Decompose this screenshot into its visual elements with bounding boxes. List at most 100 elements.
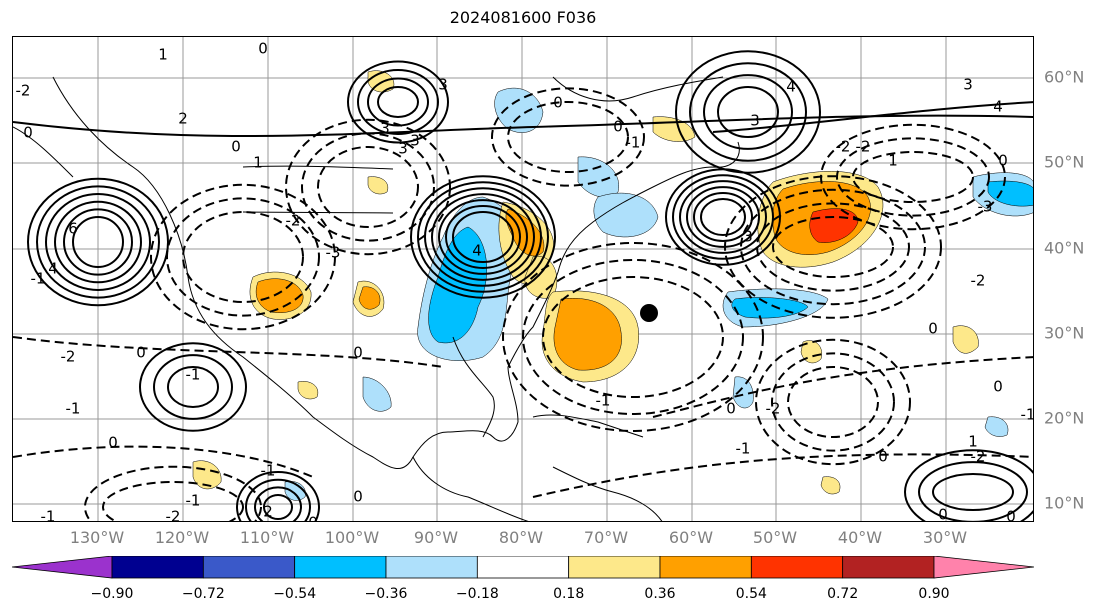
- contour-line: [675, 50, 821, 174]
- contour-line: [102, 481, 244, 521]
- contour-label: 0: [136, 344, 146, 362]
- colorbar-extend-max: [933, 556, 1034, 579]
- colorbar-tick-label: 0.54: [735, 586, 767, 602]
- contour-label: 3: [410, 132, 420, 150]
- contour-line: [686, 186, 760, 248]
- contour-label: -2: [856, 138, 871, 156]
- anomaly-patch: [362, 376, 392, 412]
- contour-line: [377, 86, 419, 118]
- contour-line: [431, 193, 535, 281]
- colorbar-segment: [385, 556, 478, 579]
- contour-label: 0: [353, 344, 363, 362]
- contour-label: 3: [750, 112, 760, 130]
- contour-line: [772, 216, 894, 278]
- longitude-label: 100°W: [324, 528, 380, 547]
- contour-label: 0: [1006, 508, 1016, 523]
- contour-line: [712, 101, 1033, 133]
- contour-line: [236, 471, 320, 521]
- contour-line: [139, 342, 247, 432]
- anomaly-patch: [984, 416, 1009, 437]
- contour-label: 0: [353, 488, 363, 506]
- coastline: [552, 466, 663, 521]
- contour-line: [357, 69, 439, 135]
- contour-line: [84, 465, 262, 521]
- contour-line: [13, 336, 444, 368]
- colorbar-segment: [202, 556, 296, 579]
- contour-label: 4: [786, 78, 796, 96]
- colorbar-segment: [842, 556, 935, 579]
- contour-line: [502, 242, 764, 432]
- contour-label: -1: [31, 270, 46, 288]
- anomaly-patch: [652, 116, 696, 142]
- colorbar-segment: [476, 556, 570, 579]
- anomaly-shading: [192, 70, 1033, 501]
- contour-label: -2: [166, 508, 181, 523]
- latitude-label: 10°N: [1044, 493, 1085, 513]
- longitude-label: 80°W: [498, 528, 544, 547]
- colorbar-tick-label: 0.72: [827, 586, 859, 602]
- contour-line: [445, 205, 521, 269]
- latitude-label: 60°N: [1044, 67, 1085, 87]
- anomaly-patch: [358, 286, 381, 310]
- contour-line: [693, 192, 753, 242]
- contour-line: [507, 101, 629, 173]
- map-panel: 0 1 2 6 4 1 0 -2 -3 3 4 3 3 4 3 4 -2 -2 1 0 -2 -3 -2 -1 -1 0 0 0 0 -1…: [12, 36, 1034, 522]
- contour-label: 0: [993, 378, 1003, 396]
- contour-label: 0: [613, 118, 623, 136]
- colorbar-tick-label: 0.18: [553, 586, 585, 602]
- longitude-label: 110°W: [239, 528, 295, 547]
- contour-line: [787, 366, 879, 438]
- longitude-label: 30°W: [922, 528, 968, 547]
- contour-line: [542, 276, 724, 398]
- longitude-label: 120°W: [154, 528, 210, 547]
- contour-label: -1: [186, 492, 201, 510]
- contour-label: -2: [971, 272, 986, 290]
- contour-label: 3: [963, 76, 973, 94]
- contour-label: 2: [263, 503, 273, 521]
- coastline: [452, 336, 495, 438]
- longitude-label: 70°W: [583, 528, 629, 547]
- contour-label: -3: [326, 244, 341, 262]
- contour-label: 6: [68, 220, 78, 238]
- contour-label: -1: [1021, 406, 1034, 424]
- coastline: [552, 76, 724, 102]
- contour-line: [317, 146, 419, 228]
- contour-line: [700, 198, 746, 236]
- anomaly-patch: [367, 176, 389, 195]
- contour-label: -1: [41, 508, 56, 523]
- contour-label: 0: [998, 152, 1008, 170]
- contour-line: [740, 188, 926, 306]
- anomaly-patch: [577, 156, 620, 198]
- contour-line: [755, 338, 911, 466]
- colorbar-segment: [659, 556, 752, 579]
- contour-label: -2: [766, 400, 781, 418]
- contour-line: [150, 183, 336, 331]
- contour-label: 0: [258, 40, 268, 58]
- contour-label: -2: [971, 448, 986, 466]
- anomaly-patch: [255, 278, 304, 313]
- contour-label: 0: [938, 506, 948, 523]
- coastline: [532, 414, 644, 438]
- contour-line: [54, 200, 142, 284]
- contour-label: 3: [398, 140, 408, 158]
- contour-line: [63, 208, 133, 276]
- colorbar-tick-label: −0.54: [273, 586, 317, 602]
- contour-line: [522, 259, 744, 415]
- contour-line: [72, 216, 124, 268]
- colorbar-tick-label: 0.36: [644, 586, 676, 602]
- latitude-label: 20°N: [1044, 408, 1085, 428]
- anomaly-patch: [952, 325, 979, 354]
- contour-lines: [13, 50, 1033, 521]
- contour-line: [27, 177, 169, 307]
- contour-label: -3: [978, 198, 993, 216]
- colorbar-segment: [111, 556, 204, 579]
- anomaly-patch: [494, 87, 544, 133]
- contour-label: 4: [993, 98, 1003, 116]
- contour-line: [820, 123, 1006, 231]
- contour-line: [717, 86, 779, 138]
- contour-label: -2: [16, 82, 31, 100]
- contour-line: [771, 352, 895, 452]
- position-marker: [640, 304, 658, 322]
- contour-line: [263, 494, 293, 520]
